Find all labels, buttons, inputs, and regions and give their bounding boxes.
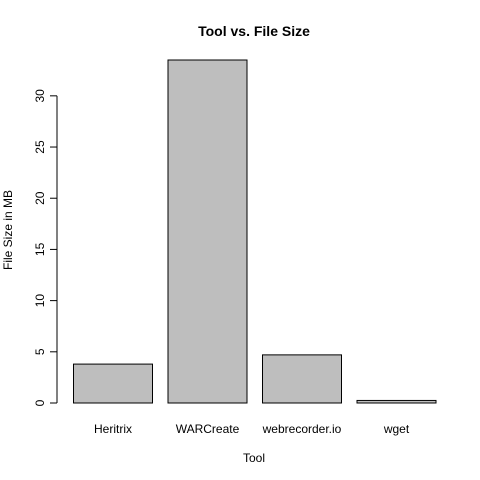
y-tick-label: 20	[33, 191, 47, 205]
y-axis: 0 5 10 15 20 25 30	[33, 89, 58, 406]
bar	[356, 399, 437, 404]
bar	[167, 59, 248, 404]
bars	[73, 59, 437, 404]
chart-title: Tool vs. File Size	[198, 23, 310, 39]
y-tick-label: 25	[33, 140, 47, 154]
y-axis-label: File Size in MB	[1, 190, 15, 270]
y-tick-label: 10	[33, 294, 47, 308]
x-tick-label: Heritrix	[94, 422, 132, 436]
x-tick-label: webrecorder.io	[262, 422, 342, 436]
bar	[73, 363, 153, 404]
x-tick-label: wget	[383, 422, 410, 436]
bar	[262, 354, 342, 404]
x-tick-label: WARCreate	[176, 422, 240, 436]
x-tick-labels: Heritrix WARCreate webrecorder.io wget	[94, 422, 410, 436]
y-tick-label: 15	[33, 242, 47, 256]
y-tick-label: 0	[33, 399, 47, 406]
y-tick-label: 5	[33, 348, 47, 355]
y-tick-label: 30	[33, 89, 47, 103]
x-axis-label: Tool	[243, 451, 265, 465]
